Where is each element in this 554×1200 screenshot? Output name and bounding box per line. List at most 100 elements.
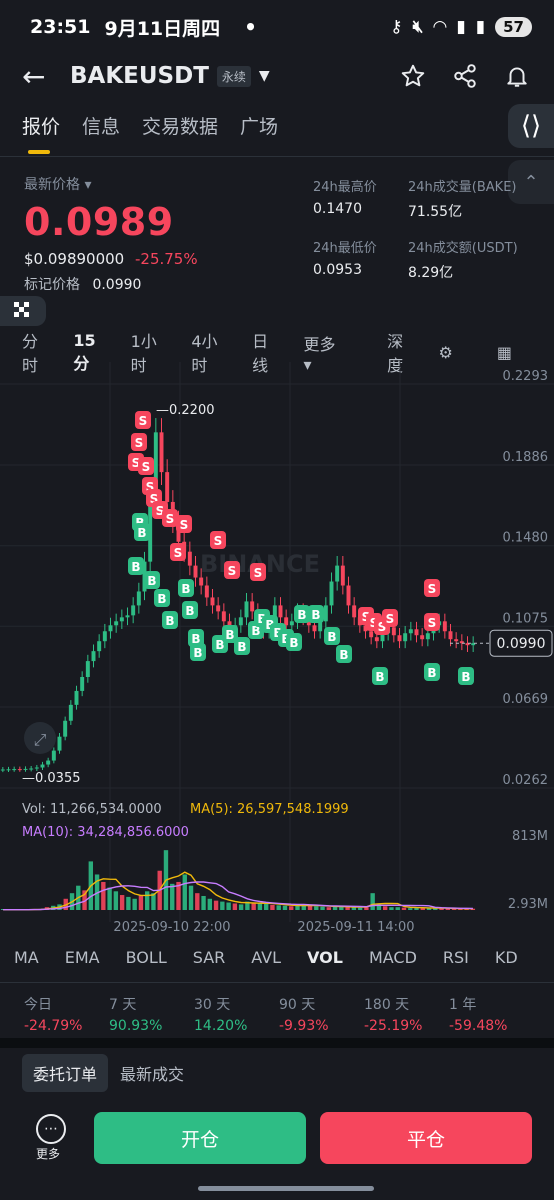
volume-bar bbox=[314, 906, 319, 910]
sell-marker-label: S bbox=[146, 480, 155, 494]
interval-1d[interactable]: 日线 bbox=[252, 332, 269, 375]
ind-macd[interactable]: MACD bbox=[368, 948, 417, 967]
candle-body bbox=[363, 625, 368, 632]
symbol-title[interactable]: BAKEUSDT bbox=[70, 63, 209, 89]
price-change-pct: -25.75% bbox=[134, 250, 198, 268]
volume-bar bbox=[132, 898, 137, 910]
share-icon[interactable] bbox=[452, 63, 478, 89]
sell-marker bbox=[250, 563, 266, 581]
tab-square[interactable]: 广场 bbox=[240, 116, 279, 138]
volume-bar bbox=[332, 906, 338, 910]
ind-sar[interactable]: SAR bbox=[192, 948, 226, 967]
24h-stats: 24h最高价 0.1470 24h成交量(BAKE) 71.55亿 24h最低价 0.… bbox=[313, 176, 553, 282]
symbol-dropdown-icon[interactable]: ▼ bbox=[258, 68, 270, 84]
side-collapse-icon[interactable]: ⌃ bbox=[508, 160, 554, 204]
ind-kd[interactable]: KD bbox=[494, 948, 518, 967]
mute-icon: 🔇︎ bbox=[412, 17, 424, 37]
buy-marker-label: B bbox=[157, 592, 166, 606]
candle-body bbox=[391, 627, 396, 636]
perpetual-badge: 永续 bbox=[216, 65, 251, 87]
buy-marker-label: B bbox=[165, 614, 174, 628]
volume-bar bbox=[307, 905, 313, 910]
qr-icon[interactable] bbox=[0, 296, 46, 326]
ind-boll[interactable]: BOLL bbox=[125, 948, 167, 967]
interval-timeshare[interactable]: 分时 bbox=[22, 332, 39, 375]
sell-marker-label: S bbox=[135, 436, 144, 450]
perf-label: 1 年 bbox=[449, 997, 477, 1013]
candle-body bbox=[80, 677, 85, 691]
volume-bar bbox=[188, 885, 194, 910]
candle-body bbox=[34, 767, 39, 769]
volume-bar bbox=[144, 891, 150, 910]
vol-label: Vol: 11,266,534.0000 bbox=[22, 802, 162, 817]
volume-bar bbox=[414, 907, 419, 910]
chart-settings-icon[interactable]: ⚙ bbox=[438, 342, 453, 362]
side-swap-icon[interactable]: ⟨⟩ bbox=[508, 104, 554, 148]
buy-marker-label: B bbox=[147, 574, 156, 588]
volume-label: 24h成交量(BAKE) bbox=[408, 180, 517, 195]
tab-open-orders[interactable]: 委托订单 bbox=[22, 1054, 109, 1092]
buy-marker bbox=[134, 523, 150, 541]
buy-marker-label: B bbox=[327, 630, 336, 644]
buy-marker bbox=[178, 579, 194, 597]
x-tick-label: 2025-09-11 14:00 bbox=[297, 920, 414, 935]
ind-ma[interactable]: MA bbox=[14, 948, 39, 967]
volume-bar bbox=[420, 907, 425, 910]
candle-body bbox=[323, 605, 328, 622]
buy-marker-label: B bbox=[181, 582, 190, 596]
candle-body bbox=[136, 591, 141, 606]
latest-price-label[interactable]: 最新价格 ▾ bbox=[24, 177, 92, 193]
price-chart[interactable]: BINANCE0.22930.18860.14800.10750.06690.0… bbox=[0, 362, 554, 942]
ind-vol[interactable]: VOL bbox=[307, 948, 343, 967]
turnover-value: 8.29亿 bbox=[408, 265, 454, 281]
volume-bar bbox=[207, 898, 213, 910]
ind-rsi[interactable]: RSI bbox=[442, 948, 469, 967]
ind-ema[interactable]: EMA bbox=[64, 948, 100, 967]
interval-15m[interactable]: 15分 bbox=[73, 330, 96, 373]
volume-bar bbox=[376, 904, 382, 910]
sell-marker bbox=[224, 561, 240, 579]
current-price-box bbox=[489, 629, 553, 657]
layout-grid-icon[interactable]: ▦ bbox=[496, 342, 513, 362]
buy-marker bbox=[372, 667, 388, 685]
interval-4h[interactable]: 4小时 bbox=[191, 332, 218, 375]
volume-bar bbox=[351, 907, 357, 910]
ma5-line bbox=[3, 871, 473, 911]
perf-value: -25.19% bbox=[364, 1018, 423, 1034]
tab-quote[interactable]: 报价 bbox=[22, 112, 60, 154]
candle-body bbox=[244, 601, 249, 618]
buy-marker-label: B bbox=[311, 608, 320, 622]
depth-tab[interactable]: 深度 bbox=[387, 332, 404, 375]
buy-marker-label: B bbox=[137, 526, 146, 540]
high-marker: —0.2200 bbox=[156, 403, 215, 418]
tab-latest-trades[interactable]: 最新成交 bbox=[120, 1065, 185, 1084]
price-sub-line: $0.09890000 -25.75% bbox=[24, 250, 198, 268]
candle-body bbox=[454, 639, 459, 642]
buy-marker bbox=[188, 629, 204, 647]
tab-info[interactable]: 信息 bbox=[82, 116, 121, 138]
candle-body bbox=[221, 611, 226, 622]
home-indicator[interactable] bbox=[198, 1186, 374, 1191]
main-tabs: 报价 信息 交易数据 广场 bbox=[22, 112, 279, 154]
close-position-button[interactable]: 平仓 bbox=[320, 1112, 532, 1164]
interval-more[interactable]: 更多 ▾ bbox=[303, 334, 336, 374]
vol-y-tick: 813M bbox=[512, 829, 548, 844]
status-dot: • bbox=[244, 15, 257, 39]
tab-trading-data[interactable]: 交易数据 bbox=[142, 116, 219, 138]
bell-icon[interactable] bbox=[504, 63, 530, 89]
star-icon[interactable] bbox=[400, 63, 426, 89]
sell-marker-label: S bbox=[150, 492, 159, 506]
candle-body bbox=[471, 643, 476, 646]
sell-marker bbox=[162, 509, 178, 527]
mark-price-line: 标记价格 0.0990 bbox=[24, 274, 198, 294]
more-icon[interactable]: ⋯ bbox=[36, 1114, 66, 1144]
volume-bar bbox=[439, 908, 444, 910]
y-tick-label: 0.2293 bbox=[503, 369, 549, 384]
more-label[interactable]: 更多 bbox=[36, 1147, 61, 1161]
open-position-button[interactable]: 开仓 bbox=[94, 1112, 306, 1164]
candle-body bbox=[210, 597, 215, 606]
interval-1h[interactable]: 1小时 bbox=[130, 332, 157, 375]
volume-bar bbox=[126, 896, 131, 910]
ind-avl[interactable]: AVL bbox=[251, 948, 282, 967]
back-arrow-icon[interactable]: ← bbox=[22, 59, 46, 93]
